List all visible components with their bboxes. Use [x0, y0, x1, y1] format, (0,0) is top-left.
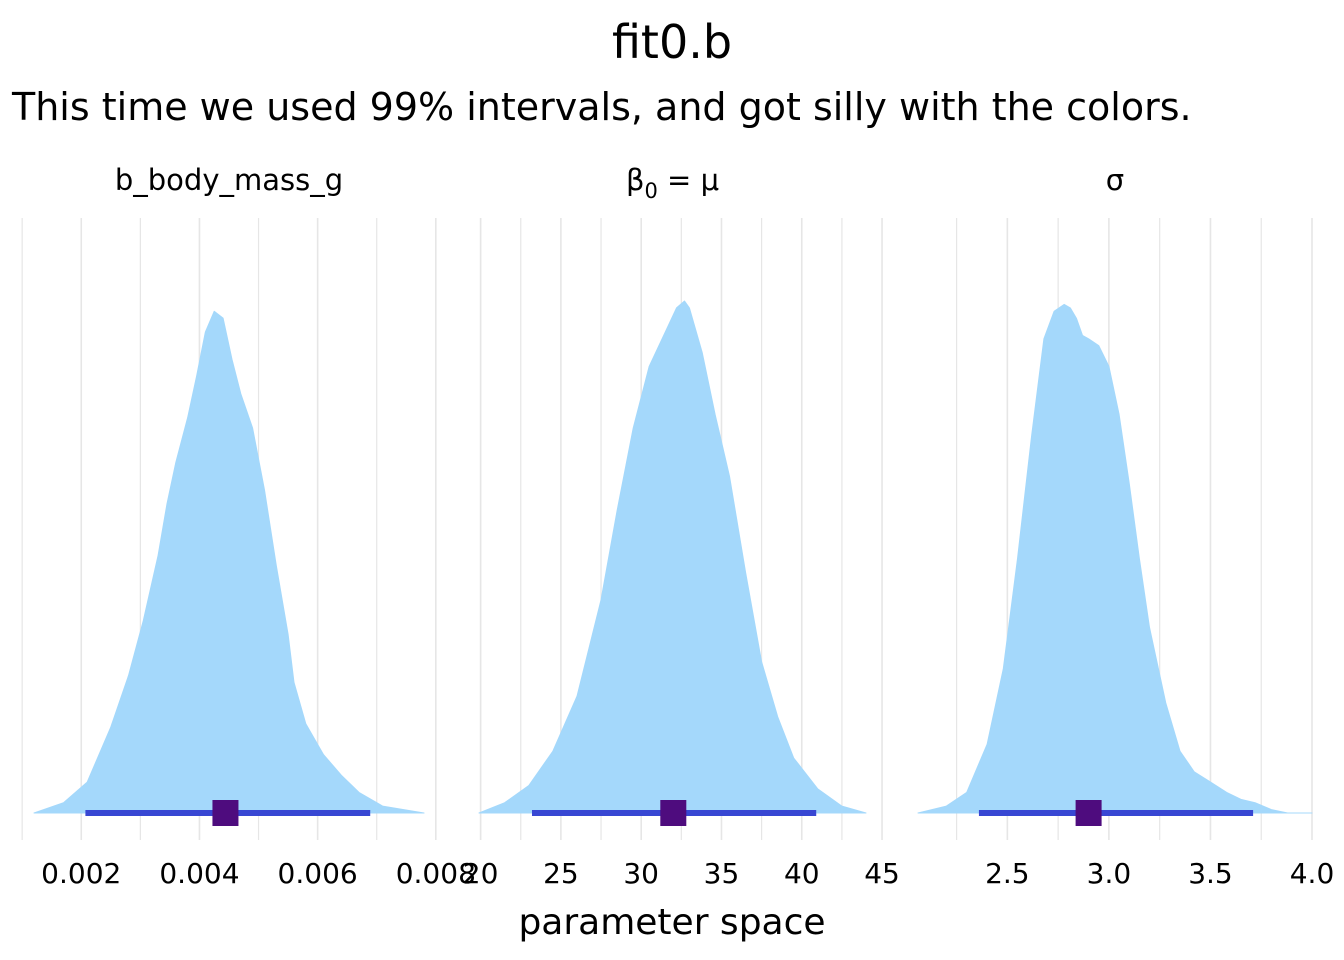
x-tick-label: 25 [543, 857, 579, 890]
facet-panel-beta0-mu: β0 = μ 20 25 30 35 40 45 [463, 163, 900, 890]
point-estimate-marker [660, 800, 687, 826]
chart-title: fit0.b [612, 15, 732, 69]
strip-label-main: β [626, 163, 645, 197]
point-estimate-marker [212, 800, 239, 826]
x-tick-label: 0.006 [278, 857, 358, 890]
x-tick-label: 0.008 [396, 857, 476, 890]
x-tick-label: 0.004 [159, 857, 239, 890]
posterior-density-area [478, 300, 867, 814]
facet-strip-label: σ [1106, 163, 1124, 197]
x-tick-label: 0.002 [41, 857, 121, 890]
x-tick-label: 3.0 [1087, 857, 1132, 890]
posterior-density-area [33, 310, 425, 814]
facet-panel-sigma: σ 2.5 3.0 3.5 4.0 [917, 163, 1335, 890]
strip-label-main: b_body_mass_g [115, 163, 343, 197]
chart-subtitle: This time we used 99% intervals, and got… [11, 85, 1192, 129]
facet-panel-b-body-mass-g: b_body_mass_g 0.002 0.004 0.006 0.008 [21, 163, 476, 890]
x-tick-label: 45 [864, 857, 900, 890]
x-tick-label: 20 [463, 857, 499, 890]
strip-label-main: σ [1106, 163, 1124, 197]
x-tick-label: 2.5 [985, 857, 1030, 890]
x-axis-label: parameter space [518, 902, 825, 943]
strip-label-subscript: 0 [644, 179, 657, 203]
x-tick-label: 30 [623, 857, 659, 890]
strip-label-tail: = μ [658, 163, 719, 197]
x-tick-label: 40 [784, 857, 820, 890]
point-estimate-marker [1075, 800, 1102, 826]
x-tick-label: 4.0 [1290, 857, 1335, 890]
facet-strip-label: β0 = μ [626, 163, 719, 203]
posterior-density-area [917, 303, 1313, 814]
facet-strip-label: b_body_mass_g [115, 163, 343, 197]
x-tick-label: 3.5 [1188, 857, 1233, 890]
x-tick-label: 35 [704, 857, 740, 890]
